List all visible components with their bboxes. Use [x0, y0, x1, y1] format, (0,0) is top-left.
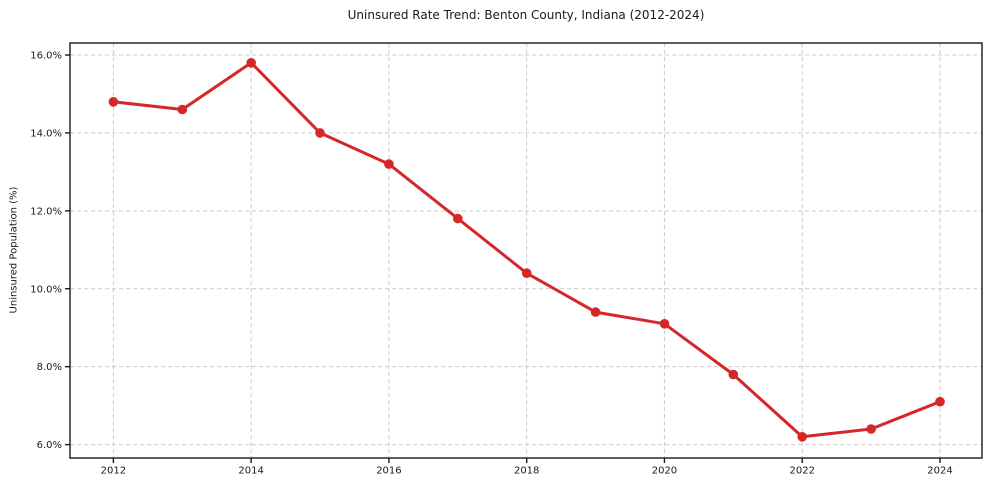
data-point-2015 [315, 128, 325, 138]
plot-border [69, 42, 983, 459]
y-tick-label: 6.0% [37, 440, 62, 451]
y-tick-label: 10.0% [30, 284, 62, 295]
x-tick-label: 2014 [238, 466, 263, 477]
y-tick-label: 16.0% [30, 50, 62, 61]
data-point-2014 [246, 58, 256, 68]
data-point-2019 [590, 307, 601, 317]
x-tick-label: 2020 [652, 466, 677, 477]
x-tick-label: 2012 [101, 466, 126, 477]
y-tick-label: 8.0% [37, 362, 62, 373]
x-tick-label: 2024 [927, 466, 952, 477]
data-point-2018 [521, 268, 532, 279]
data-point-2017 [453, 213, 463, 224]
data-point-2013 [177, 104, 188, 115]
y-axis-title: Uninsured Population (%) [8, 186, 20, 314]
data-point-2012 [108, 97, 119, 107]
data-point-2021 [728, 369, 739, 380]
x-tick-label: 2018 [514, 466, 539, 477]
data-point-2024 [935, 396, 945, 407]
data-point-2022 [797, 432, 807, 442]
y-tick-label: 14.0% [30, 128, 62, 139]
x-tick-label: 2016 [376, 466, 401, 477]
x-tick-label: 2022 [789, 466, 814, 477]
data-point-2020 [659, 319, 670, 329]
data-point-2016 [384, 159, 394, 169]
data-point-2023 [866, 424, 876, 434]
y-tick-label: 12.0% [30, 206, 62, 217]
chart-title: Uninsured Rate Trend: Benton County, Ind… [347, 8, 705, 22]
